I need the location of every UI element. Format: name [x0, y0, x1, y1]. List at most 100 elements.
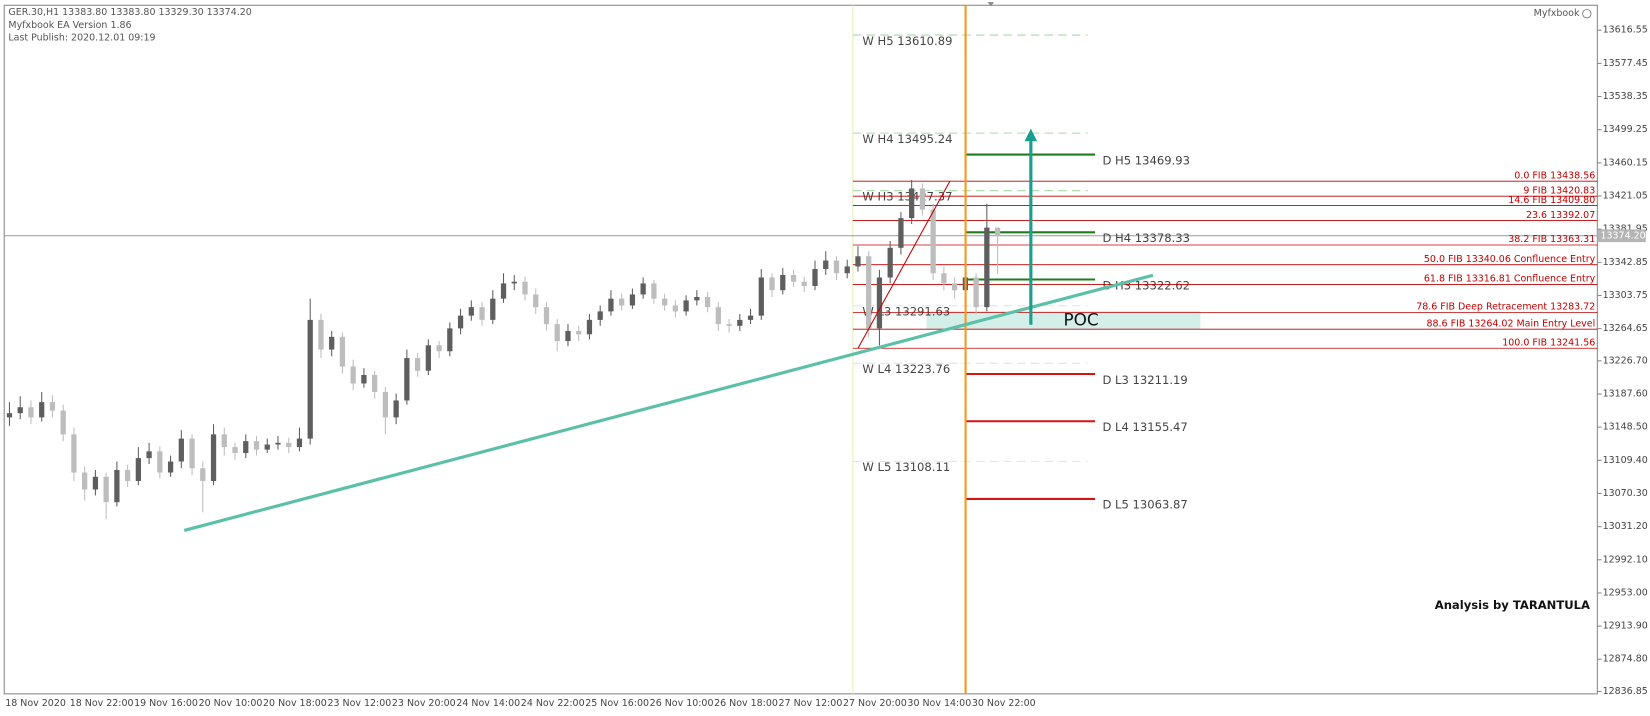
candle-body: [984, 227, 990, 308]
candle-body: [855, 256, 861, 267]
candle-body: [479, 307, 485, 320]
ea-version: Myfxbook EA Version 1.86: [8, 20, 131, 31]
fib-level-label: 14.6 FIB 13409.80: [1508, 195, 1595, 206]
candle-body: [726, 324, 732, 326]
fib-level-label: 88.6 FIB 13264.02 Main Entry Level: [1427, 318, 1596, 329]
candle-body: [597, 311, 603, 320]
candle-body: [941, 273, 947, 284]
candle-body: [71, 434, 77, 473]
candle-body: [221, 434, 227, 448]
candle-body: [876, 277, 883, 329]
x-tick-label: 24 Nov 22:00: [521, 698, 585, 709]
y-tick-label: 13460.15: [1603, 157, 1648, 168]
y-tick-label: 13303.75: [1603, 290, 1648, 301]
fib-level-label: 50.0 FIB 13340.06 Confluence Entry: [1424, 254, 1596, 265]
symbol-line: GER.30,H1 13383.80 13383.80 13329.30 133…: [8, 7, 251, 18]
candle-body: [60, 410, 66, 435]
x-tick-label: 18 Nov 2020: [5, 698, 66, 709]
candle-body: [253, 441, 260, 450]
x-tick-label: 23 Nov 20:00: [392, 698, 456, 709]
scroll-marker: [987, 2, 995, 7]
candle-body: [909, 188, 915, 219]
last-price-box: [1597, 229, 1646, 243]
daily-level-label: D L4 13155.47: [1102, 420, 1187, 434]
signature: Analysis by TARANTULA: [1435, 598, 1590, 612]
x-tick-label: 20 Nov 10:00: [199, 698, 263, 709]
candle-body: [286, 442, 292, 448]
x-tick-label: 27 Nov 12:00: [779, 698, 843, 709]
candle-body: [823, 260, 829, 270]
candle-body: [919, 188, 926, 210]
y-tick-label: 12836.85: [1603, 686, 1648, 697]
x-tick-label: 19 Nov 16:00: [134, 698, 198, 709]
candle-body: [296, 438, 303, 448]
candle-body: [898, 218, 904, 248]
daily-level-label: D L3 13211.19: [1102, 373, 1187, 387]
candle-body: [404, 358, 410, 401]
x-tick-label: 24 Nov 14:00: [456, 698, 520, 709]
candle-body: [457, 315, 464, 329]
candle-body: [92, 476, 99, 490]
fib-level-label: 23.6 13392.07: [1526, 210, 1595, 221]
last-price-label: 13374.20: [1601, 230, 1646, 241]
y-tick-label: 13381.95: [1603, 224, 1648, 235]
fib-level-label: 0.0 FIB 13438.56: [1514, 170, 1595, 181]
y-tick-label: 13109.40: [1603, 455, 1648, 466]
candle-body: [157, 451, 163, 473]
brand-icon: [1582, 9, 1592, 19]
candle-body: [6, 413, 13, 418]
publish-date: Last Publish: 2020.12.01 09:19: [8, 32, 155, 43]
candle-body: [329, 336, 335, 350]
y-tick-label: 13616.55: [1603, 25, 1648, 36]
x-tick-label: 20 Nov 18:00: [263, 698, 327, 709]
fib-level-label: 9 FIB 13420.83: [1523, 185, 1595, 196]
target-arrow-head: [1024, 128, 1038, 142]
daily-level-label: D H5 13469.93: [1102, 153, 1190, 167]
fib-level-label: 38.2 FIB 13363.31: [1508, 234, 1595, 245]
weekly-level-label: W H5 13610.89: [862, 34, 952, 48]
weekly-level-label: W L5 13108.11: [862, 460, 950, 474]
candle-body: [554, 324, 560, 342]
y-tick-label: 13031.20: [1603, 521, 1648, 532]
weekly-level-label: W H4 13495.24: [862, 132, 952, 146]
candle-body: [167, 461, 174, 473]
x-tick-label: 26 Nov 10:00: [650, 698, 714, 709]
y-tick-label: 13070.30: [1603, 488, 1648, 499]
candles: [6, 179, 1001, 520]
brand: Myfxbook: [1534, 8, 1580, 19]
x-tick-label: 25 Nov 16:00: [585, 698, 649, 709]
candle-body: [543, 307, 550, 325]
candle-body: [973, 277, 979, 308]
y-tick-label: 13264.65: [1603, 323, 1648, 334]
candle-body: [425, 345, 431, 371]
candle-body: [844, 266, 850, 274]
candle-body: [468, 307, 474, 316]
y-tick-label: 13342.85: [1603, 257, 1648, 268]
candle-body: [576, 330, 582, 335]
candle-body: [17, 407, 23, 414]
candle-body: [103, 476, 109, 503]
y-tick-label: 13421.05: [1603, 191, 1648, 202]
candle-body: [672, 305, 679, 312]
axes: 13616.55 13577.45 13538.35 13499.25 13460.15…: [5, 25, 1648, 709]
trend-line: [183, 273, 1154, 532]
y-tick-label: 13538.35: [1603, 91, 1648, 102]
candle-body: [704, 296, 711, 308]
x-tick-label: 23 Nov 12:00: [327, 698, 391, 709]
poc-label: POC: [1063, 310, 1098, 330]
candle-body: [500, 283, 507, 299]
daily-level-label: D L5 13063.87: [1102, 498, 1187, 512]
fib-level-label: 78.6 FIB Deep Retracement 13283.72: [1416, 302, 1595, 313]
candle-body: [866, 256, 872, 329]
y-tick-label: 13187.60: [1603, 388, 1648, 399]
candle-body: [382, 391, 389, 418]
candle-body: [490, 298, 496, 320]
candle-body: [135, 458, 141, 482]
candle-body: [307, 319, 313, 439]
candle-body: [178, 438, 184, 462]
candle-body: [28, 407, 34, 418]
candle-body: [951, 283, 958, 291]
candle-body: [758, 277, 764, 316]
candle-body: [683, 300, 689, 312]
